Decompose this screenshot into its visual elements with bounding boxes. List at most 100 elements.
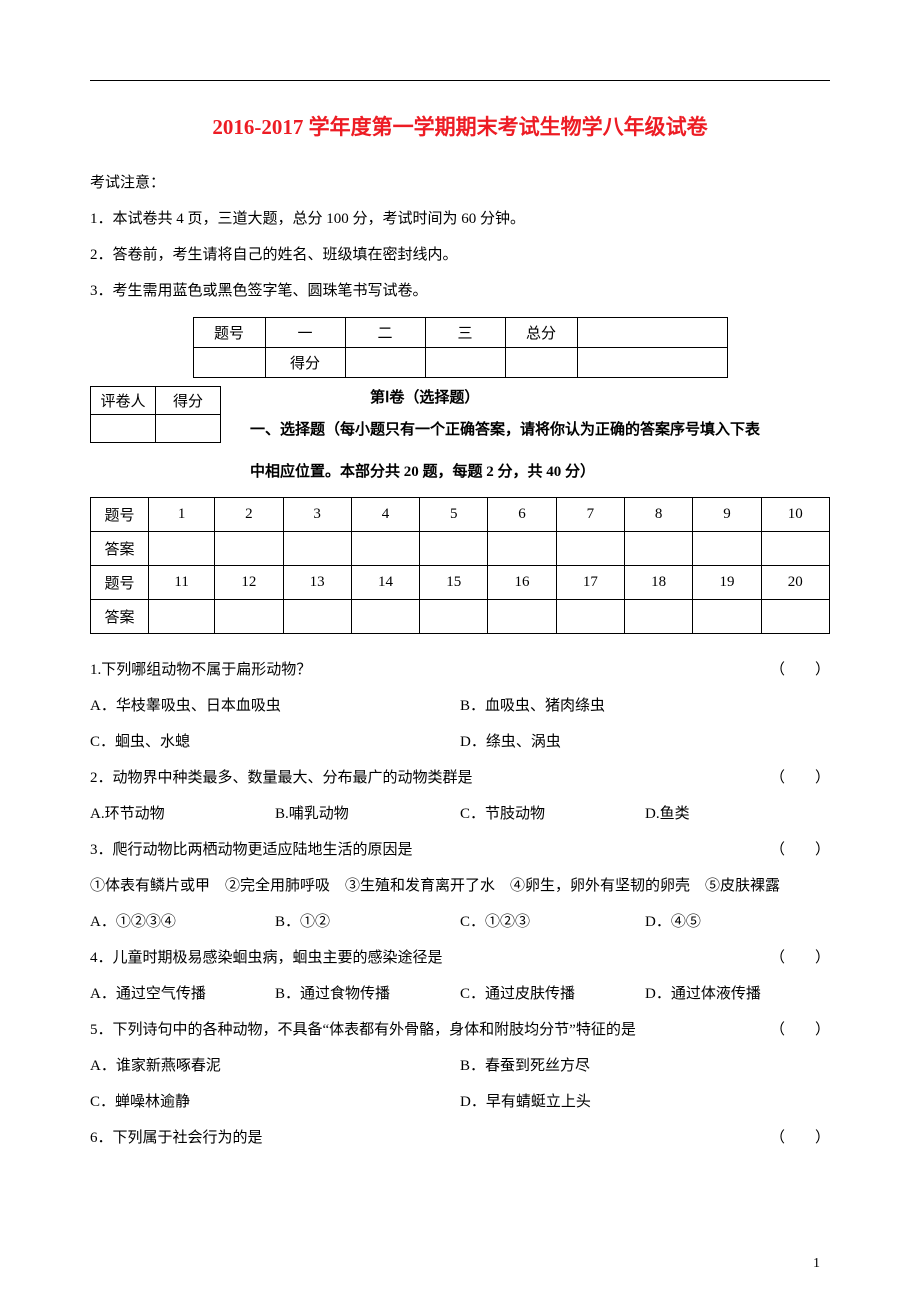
q4-paren: （ ） — [770, 940, 830, 976]
q3-text: 3．爬行动物比两栖动物更适应陆地生活的原因是 — [90, 842, 413, 858]
q5-stem: 5．下列诗句中的各种动物，不具备“体表都有外骨骼，身体和附肢均分节”特征的是 （… — [90, 1012, 830, 1048]
ag-num: 15 — [420, 566, 488, 600]
q5-text: 5．下列诗句中的各种动物，不具备“体表都有外骨骼，身体和附肢均分节”特征的是 — [90, 1022, 636, 1038]
score-col: 一 — [265, 318, 345, 348]
q1-row2: C．蛔虫、水螅 D．绦虫、涡虫 — [90, 724, 830, 760]
ag-ans — [149, 532, 215, 566]
score-empty — [193, 348, 265, 378]
score-defen: 得分 — [265, 348, 345, 378]
notice-item: 1．本试卷共 4 页，三道大题，总分 100 分，考试时间为 60 分钟。 — [90, 201, 830, 237]
ag-num: 11 — [149, 566, 215, 600]
ag-ans — [761, 600, 829, 634]
q3-a: A．①②③④ — [90, 904, 275, 940]
ag-ans — [283, 532, 351, 566]
q2-a: A.环节动物 — [90, 796, 275, 832]
q5-row1: A．谁家新燕啄春泥 B．春蚕到死丝方尽 — [90, 1048, 830, 1084]
page: 2016-2017 学年度第一学期期末考试生物学八年级试卷 考试注意： 1．本试… — [0, 0, 920, 1302]
ag-num: 4 — [351, 498, 419, 532]
q4-c: C．通过皮肤传播 — [460, 976, 645, 1012]
ag-ans — [215, 600, 283, 634]
ag-ans — [693, 532, 761, 566]
ag-label: 题号 — [91, 498, 149, 532]
section-instr: 一、选择题（每小题只有一个正确答案，请将你认为正确的答案序号填入下表 — [90, 414, 830, 447]
notice-block: 考试注意： 1．本试卷共 4 页，三道大题，总分 100 分，考试时间为 60 … — [90, 165, 830, 309]
q6-paren: （ ） — [770, 1120, 830, 1156]
ag-ans — [761, 532, 829, 566]
ag-ans — [625, 600, 693, 634]
q2-d: D.鱼类 — [645, 796, 830, 832]
q4-d: D．通过体液传播 — [645, 976, 830, 1012]
ag-ans — [215, 532, 283, 566]
q3-extra: ①体表有鳞片或甲 ②完全用肺呼吸 ③生殖和发育离开了水 ④卵生，卵外有坚韧的卵壳… — [90, 868, 830, 904]
q5-paren: （ ） — [770, 1012, 830, 1048]
notice-item: 3．考生需用蓝色或黑色签字笔、圆珠笔书写试卷。 — [90, 273, 830, 309]
score-cell — [425, 348, 505, 378]
ag-ans — [351, 600, 419, 634]
ag-num: 2 — [215, 498, 283, 532]
ag-num: 5 — [420, 498, 488, 532]
ag-ans — [149, 600, 215, 634]
notice-heading: 考试注意： — [90, 165, 830, 201]
q4-text: 4．儿童时期极易感染蛔虫病，蛔虫主要的感染途径是 — [90, 950, 443, 966]
ag-num: 6 — [488, 498, 556, 532]
q1-a: A．华枝睾吸虫、日本血吸虫 — [90, 688, 460, 724]
ag-ans — [693, 600, 761, 634]
q6-stem: 6．下列属于社会行为的是 （ ） — [90, 1120, 830, 1156]
q2-b: B.哺乳动物 — [275, 796, 460, 832]
q3-b: B．①② — [275, 904, 460, 940]
top-rule — [90, 80, 830, 81]
score-total: 总分 — [505, 318, 577, 348]
section-instr-l2: 中相应位置。本部分共 20 题，每题 2 分，共 40 分） — [250, 456, 830, 489]
answer-grid: 题号 1 2 3 4 5 6 7 8 9 10 答案 题号 11 12 13 1… — [90, 497, 830, 634]
ag-num: 8 — [625, 498, 693, 532]
score-table: 题号 一 二 三 总分 得分 — [193, 317, 728, 378]
q4-stem: 4．儿童时期极易感染蛔虫病，蛔虫主要的感染途径是 （ ） — [90, 940, 830, 976]
score-cell — [345, 348, 425, 378]
score-table-wrap: 题号 一 二 三 总分 得分 — [90, 317, 830, 378]
section-instr-l1: 一、选择题（每小题只有一个正确答案，请将你认为正确的答案序号填入下表 — [250, 414, 830, 447]
ag-ans — [351, 532, 419, 566]
q5-b: B．春蚕到死丝方尽 — [460, 1048, 830, 1084]
grader-row: 评卷人 得分 第Ⅰ卷（选择题） 一、选择题（每小题只有一个正确答案，请将你认为正… — [90, 386, 830, 456]
ag-ans — [556, 532, 624, 566]
questions: 1.下列哪组动物不属于扁形动物？ （ ） A．华枝睾吸虫、日本血吸虫 B．血吸虫… — [90, 652, 830, 1156]
q3-paren: （ ） — [770, 832, 830, 868]
score-label: 题号 — [193, 318, 265, 348]
ag-num: 10 — [761, 498, 829, 532]
ag-num: 20 — [761, 566, 829, 600]
score-col: 三 — [425, 318, 505, 348]
ag-ans — [625, 532, 693, 566]
q4-a: A．通过空气传播 — [90, 976, 275, 1012]
grader-h1: 评卷人 — [91, 387, 156, 415]
ag-num: 9 — [693, 498, 761, 532]
q3-d: D．④⑤ — [645, 904, 830, 940]
q1-d: D．绦虫、涡虫 — [460, 724, 830, 760]
score-blank — [577, 318, 727, 348]
ag-ans — [488, 600, 556, 634]
q3-c: C．①②③ — [460, 904, 645, 940]
q2-opts: A.环节动物 B.哺乳动物 C．节肢动物 D.鱼类 — [90, 796, 830, 832]
q1-c: C．蛔虫、水螅 — [90, 724, 460, 760]
q1-paren: （ ） — [770, 652, 830, 688]
ag-ans — [283, 600, 351, 634]
q2-c: C．节肢动物 — [460, 796, 645, 832]
q5-row2: C．蝉噪林逾静 D．早有蜻蜓立上头 — [90, 1084, 830, 1120]
section-instr-cont: 中相应位置。本部分共 20 题，每题 2 分，共 40 分） — [90, 456, 830, 489]
ag-num: 13 — [283, 566, 351, 600]
ag-label: 题号 — [91, 566, 149, 600]
q4-opts: A．通过空气传播 B．通过食物传播 C．通过皮肤传播 D．通过体液传播 — [90, 976, 830, 1012]
ag-ans — [488, 532, 556, 566]
ag-num: 12 — [215, 566, 283, 600]
q5-a: A．谁家新燕啄春泥 — [90, 1048, 460, 1084]
score-col: 二 — [345, 318, 425, 348]
page-number: 1 — [813, 1256, 820, 1272]
q4-b: B．通过食物传播 — [275, 976, 460, 1012]
q2-paren: （ ） — [770, 760, 830, 796]
q5-c: C．蝉噪林逾静 — [90, 1084, 460, 1120]
ag-num: 17 — [556, 566, 624, 600]
q1-stem: 1.下列哪组动物不属于扁形动物？ （ ） — [90, 652, 830, 688]
q3-stem: 3．爬行动物比两栖动物更适应陆地生活的原因是 （ ） — [90, 832, 830, 868]
q1-row1: A．华枝睾吸虫、日本血吸虫 B．血吸虫、猪肉绦虫 — [90, 688, 830, 724]
exam-title: 2016-2017 学年度第一学期期末考试生物学八年级试卷 — [90, 111, 830, 141]
ag-ans — [420, 532, 488, 566]
